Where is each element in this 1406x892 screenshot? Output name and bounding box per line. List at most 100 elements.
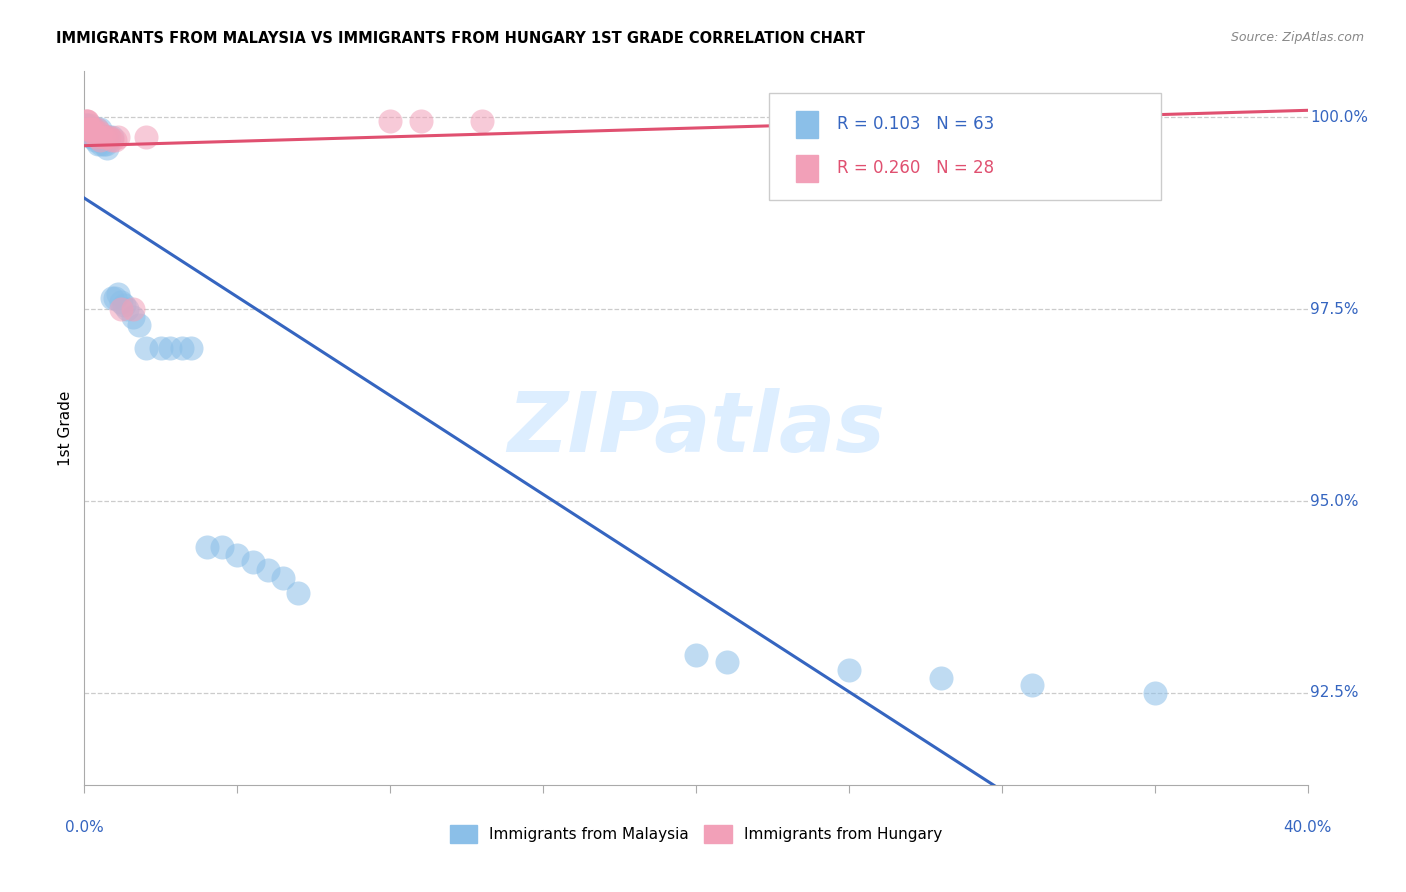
Text: IMMIGRANTS FROM MALAYSIA VS IMMIGRANTS FROM HUNGARY 1ST GRADE CORRELATION CHART: IMMIGRANTS FROM MALAYSIA VS IMMIGRANTS F…	[56, 31, 865, 46]
Point	[101, 133, 124, 147]
Point	[685, 648, 707, 662]
Point	[77, 122, 100, 136]
Point	[76, 114, 98, 128]
Point	[409, 114, 432, 128]
Point	[76, 118, 98, 132]
Point	[80, 129, 103, 144]
FancyBboxPatch shape	[796, 111, 818, 137]
Point	[97, 129, 120, 144]
Point	[107, 129, 129, 144]
Text: R = 0.260   N = 28: R = 0.260 N = 28	[837, 160, 994, 178]
FancyBboxPatch shape	[796, 155, 818, 182]
Point	[110, 294, 132, 309]
Point	[112, 298, 135, 312]
Point	[77, 122, 100, 136]
Point	[89, 133, 111, 147]
Point	[89, 122, 111, 136]
Point	[86, 122, 108, 136]
Point	[83, 122, 105, 136]
Point	[89, 129, 111, 144]
Point	[83, 129, 105, 144]
Point	[83, 126, 105, 140]
Text: 0.0%: 0.0%	[65, 820, 104, 835]
Point	[83, 126, 105, 140]
Point	[838, 663, 860, 677]
Point	[1021, 678, 1043, 692]
Text: Source: ZipAtlas.com: Source: ZipAtlas.com	[1230, 31, 1364, 45]
Text: ZIPatlas: ZIPatlas	[508, 388, 884, 468]
Point	[77, 126, 100, 140]
Point	[110, 302, 132, 317]
Text: 40.0%: 40.0%	[1284, 820, 1331, 835]
Point	[87, 137, 110, 152]
Point	[94, 129, 117, 144]
Point	[91, 133, 114, 147]
Point	[77, 122, 100, 136]
Point	[76, 122, 98, 136]
Point	[1052, 114, 1074, 128]
Point	[76, 118, 98, 132]
Point	[77, 122, 100, 136]
Point	[93, 137, 115, 152]
Point	[149, 341, 172, 355]
Point	[80, 122, 103, 136]
Point	[76, 122, 98, 136]
Point	[86, 129, 108, 144]
Point	[242, 556, 264, 570]
Point	[107, 286, 129, 301]
Point	[104, 291, 127, 305]
Point	[86, 129, 108, 144]
Point	[135, 341, 157, 355]
Point	[89, 133, 111, 147]
Point	[115, 302, 138, 317]
Point	[135, 129, 157, 144]
Point	[101, 129, 124, 144]
Point	[471, 114, 494, 128]
Point	[929, 671, 952, 685]
Point	[96, 141, 118, 155]
Point	[94, 129, 117, 144]
Point	[77, 122, 100, 136]
Point	[97, 129, 120, 144]
Point	[380, 114, 402, 128]
Point	[122, 302, 145, 317]
Point	[101, 291, 124, 305]
Legend: Immigrants from Malaysia, Immigrants from Hungary: Immigrants from Malaysia, Immigrants fro…	[443, 819, 949, 848]
Text: R = 0.103   N = 63: R = 0.103 N = 63	[837, 115, 994, 133]
Point	[104, 133, 127, 147]
Point	[91, 129, 114, 144]
Point	[94, 137, 117, 152]
Point	[86, 126, 108, 140]
Point	[79, 126, 101, 140]
Point	[287, 586, 309, 600]
Text: 100.0%: 100.0%	[1310, 110, 1368, 125]
Point	[195, 540, 218, 554]
Point	[128, 318, 150, 332]
Text: 92.5%: 92.5%	[1310, 685, 1358, 700]
Point	[172, 341, 194, 355]
Point	[89, 126, 111, 140]
Point	[226, 548, 249, 562]
Point	[83, 129, 105, 144]
Text: 95.0%: 95.0%	[1310, 493, 1358, 508]
Point	[257, 563, 280, 577]
Point	[91, 129, 114, 144]
Point	[75, 118, 97, 132]
Point	[83, 122, 105, 136]
Point	[79, 122, 101, 136]
Point	[75, 114, 97, 128]
Point	[211, 540, 233, 554]
Point	[271, 571, 294, 585]
Point	[716, 655, 738, 669]
Point	[80, 126, 103, 140]
Point	[77, 122, 100, 136]
Text: 97.5%: 97.5%	[1310, 301, 1358, 317]
Point	[79, 122, 101, 136]
Y-axis label: 1st Grade: 1st Grade	[58, 391, 73, 466]
Point	[84, 133, 107, 147]
Point	[79, 118, 101, 132]
Point	[180, 341, 202, 355]
Point	[80, 129, 103, 144]
Point	[76, 114, 98, 128]
FancyBboxPatch shape	[769, 93, 1161, 200]
